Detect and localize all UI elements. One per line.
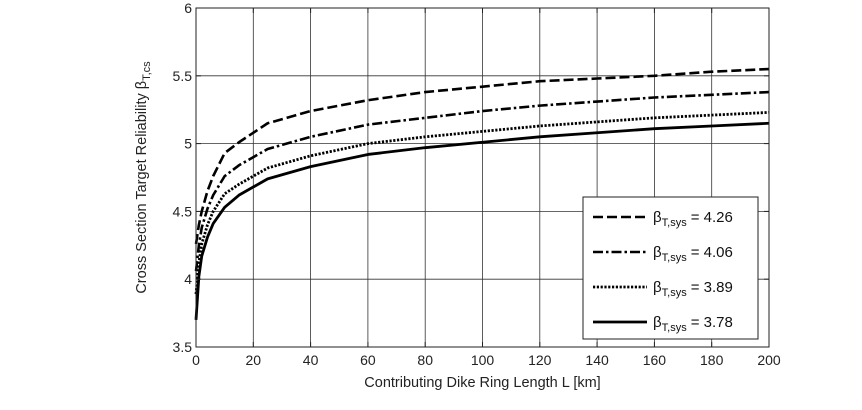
legend-symbol: β [653,279,662,296]
y-axis-label-sub: T,cs [141,61,153,81]
legend-label-2: βT,sys = 4.06 [653,244,733,264]
legend-label-3: βT,sys = 3.89 [653,279,733,299]
legend-value: = 4.06 [691,244,733,261]
y-tick-label: 3.5 [173,339,193,355]
legend-symbol: β [653,244,662,261]
y-tick-labels: 3.5 4 4.5 5 5.5 6 [173,0,193,355]
y-tick-label: 6 [184,0,192,16]
series-line-4 [194,121,770,320]
x-tick-label: 180 [700,352,724,368]
legend-symbol: β [653,314,662,331]
y-tick-label: 5.5 [173,68,193,84]
y-tick-label: 4 [184,271,192,287]
x-tick-label: 200 [757,352,781,368]
axis-ticks [195,7,770,348]
x-tick-labels: 0 20 40 60 80 100 120 140 160 180 200 [192,352,781,368]
x-tick-label: 20 [246,352,262,368]
series-layer [194,67,770,320]
x-tick-label: 160 [643,352,667,368]
legend-label-1: βT,sys = 4.26 [653,209,733,229]
x-tick-label: 40 [303,352,319,368]
legend-value: = 4.26 [691,209,733,226]
legend-subscript: T,sys [662,287,688,299]
x-tick-label: 60 [360,352,376,368]
legend-value: = 3.78 [691,314,733,331]
x-tick-label: 120 [528,352,552,368]
legend-value: = 3.89 [691,279,733,296]
y-tick-label: 5 [184,136,192,152]
legend-subscript: T,sys [662,217,688,229]
legend-box [582,196,759,340]
legend-subscript: T,sys [662,252,688,264]
legend-subscript: T,sys [662,322,688,334]
legend-label-4: βT,sys = 3.78 [653,314,733,334]
series-line-1 [194,67,770,245]
legend-symbol: β [653,209,662,226]
y-axis-label-main: Cross Section Target Reliability β [134,81,150,294]
x-tick-label: 80 [417,352,433,368]
series-line-2 [194,90,770,272]
x-tick-label: 100 [471,352,495,368]
x-tick-label: 140 [585,352,609,368]
x-tick-label: 0 [192,352,200,368]
y-axis-label: Cross Section Target Reliability βT,cs [134,61,153,294]
y-tick-label: 4.5 [173,203,193,219]
x-axis-label: Contributing Dike Ring Length L [km] [364,375,600,391]
